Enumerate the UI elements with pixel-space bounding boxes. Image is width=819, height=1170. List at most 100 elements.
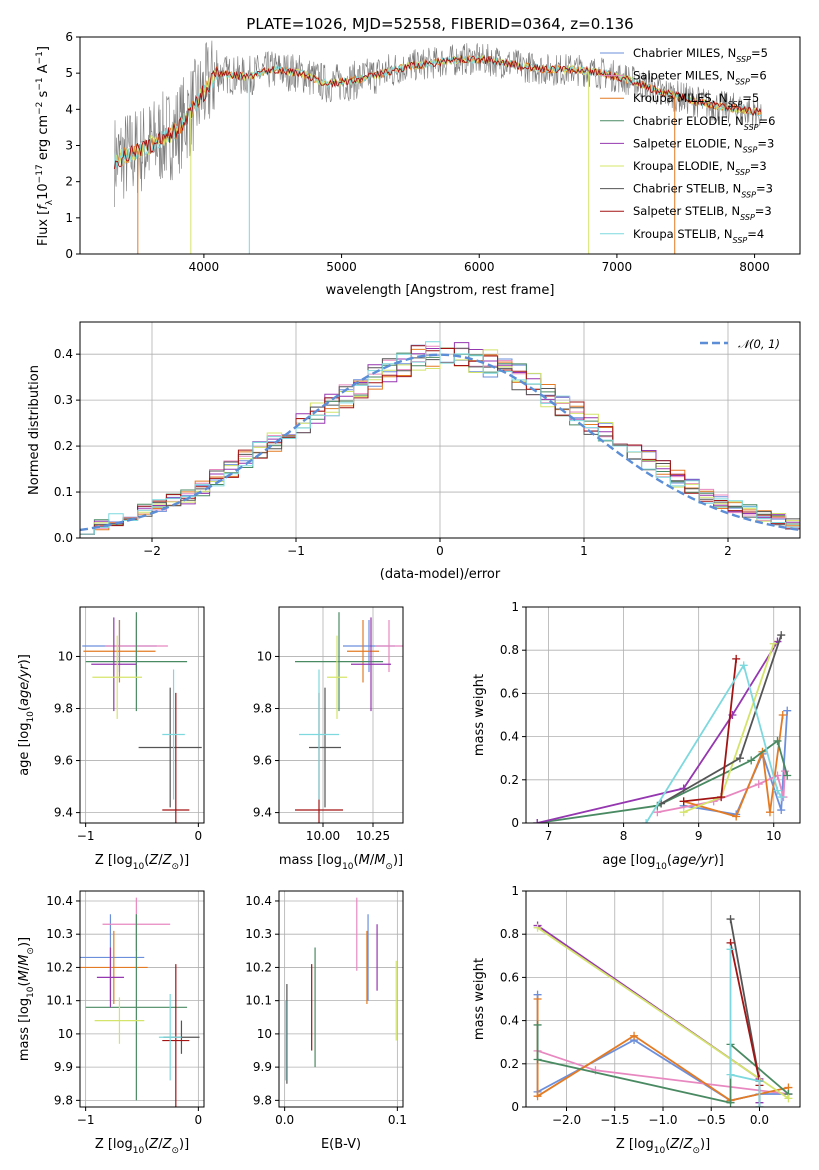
- y-axis-label: mass weight: [472, 958, 487, 1040]
- legend-label-chabrier_stelib: Chabrier STELIB, NSSP=3: [633, 182, 773, 200]
- y-tick-label: 1: [65, 211, 73, 225]
- mass-weight-marker-chabrier_elodie: [533, 1020, 542, 1029]
- age-vs-metallicity-panel: −1 0 9.4 9.6 9.8 10 Z [log10(Z/Z⊙)] age [log10(…: [17, 606, 205, 872]
- mass-weight-marker-kroupa_stelib: [773, 786, 782, 795]
- plot-area: [526, 891, 800, 1107]
- x-tick-label: 6000: [464, 260, 495, 274]
- axes-frame: [79, 890, 205, 1108]
- mass-weight-line-kroupa_stelib: [729, 949, 761, 1107]
- legend-label-salpeter_miles: Salpeter MILES, NSSP=6: [633, 69, 767, 87]
- x-axis-label: wavelength [Angstrom, rest frame]: [326, 283, 555, 298]
- y-tick-label: 9.4: [54, 806, 73, 820]
- mass-weight-marker-chabrier_elodie: [726, 1098, 735, 1107]
- mass-vs-ebv-panel: 0.0 0.1 9.8 9.9 10 10.1 10.2 10.3 10.4 E(B-V): [245, 890, 407, 1152]
- mass-weight-marker-kroupa_stelib: [755, 1077, 764, 1086]
- x-tick-label: −2: [143, 544, 161, 558]
- x-axis-label: Z [log10(Z/Z⊙)]: [616, 1137, 710, 1156]
- plot-area: [279, 607, 403, 823]
- plot-area: [526, 607, 800, 823]
- y-tick-label: 9.4: [253, 806, 272, 820]
- mass-vs-metallicity-panel: −1 0 9.8 9.9 10 10.1 10.2 10.3 10.4 Z [log10(Z/Z⊙…: [17, 890, 205, 1156]
- y-tick-label: 9.8: [253, 701, 272, 715]
- legend-label-chabrier_miles: Chabrier MILES, NSSP=5: [633, 46, 768, 64]
- spectrum-panel: 4000 5000 6000 7000 8000 0 1 2 3 4 5 6 Chabrier MILE…: [35, 30, 801, 298]
- mass-weight-marker-chabrier_elodie: [747, 756, 756, 765]
- mass-weight-marker-chabrier_stelib: [726, 915, 735, 924]
- x-tick-label: 10.00: [306, 829, 340, 843]
- legend-label-salpeter_stelib: Salpeter STELIB, NSSP=3: [633, 204, 772, 222]
- x-axis-label: Z [log10(Z/Z⊙)]: [95, 1137, 189, 1156]
- x-tick-label: 5000: [326, 260, 357, 274]
- legend-label-kroupa_stelib: Kroupa STELIB, NSSP=4: [633, 227, 764, 245]
- normal-curve: [80, 353, 800, 532]
- x-tick-label: 0.1: [388, 1113, 407, 1127]
- residual-histogram-panel: −2 −1 0 1 2 0.0 0.1 0.2 0.3 0.4 𝒩(0, 1) (data-model…: [27, 321, 801, 582]
- histogram-kroupa_stelib: [80, 341, 800, 535]
- mass-weight-line-kroupa_stelib: [645, 663, 782, 823]
- mass-weight-marker-kroupa_miles: [732, 812, 741, 821]
- mass-weight-marker-kroupa_stelib: [739, 661, 748, 670]
- y-tick-label: 0.6: [500, 686, 519, 700]
- mass-weight-marker-kroupa_elodie: [533, 923, 542, 932]
- axes: −1 0 9.8 9.9 10 10.1 10.2 10.3 10.4: [46, 894, 202, 1127]
- y-tick-label: 9.6: [253, 754, 272, 768]
- plot-area: [80, 322, 800, 538]
- x-tick-label: −1.0: [648, 1113, 677, 1127]
- y-tick-label: 3: [65, 139, 73, 153]
- plot-area: [279, 891, 403, 1107]
- age-vs-mass-panel: 10.00 10.25 9.4 9.6 9.8 10 mass [log10(M/M⊙)]: [253, 606, 404, 872]
- x-axis-label: (data-model)/error: [380, 567, 501, 582]
- y-tick-label: 0: [511, 816, 519, 830]
- mass-weight-marker-kroupa_miles: [778, 711, 787, 719]
- y-axis-label: age [log10(age/yr)]: [17, 654, 36, 776]
- y-tick-label: 0.1: [54, 485, 73, 499]
- y-tick-label: 9.8: [54, 1093, 73, 1107]
- y-tick-label: 1: [511, 884, 519, 898]
- y-tick-label: 10.1: [245, 994, 272, 1008]
- axes-frame: [278, 606, 404, 824]
- mass-weight-marker-salpeter_miles: [754, 780, 763, 789]
- legend-label-kroupa_miles: Kroupa MILES, NSSP=5: [633, 91, 759, 109]
- mass-weight-marker-kroupa_stelib: [726, 1070, 735, 1079]
- mass-weight-vs-age-panel: 7 8 9 10 0 0.2 0.4 0.6 0.8 1 age [log10(age/yr)] ma…: [472, 600, 801, 872]
- x-tick-label: 0.0: [275, 1113, 294, 1127]
- y-tick-label: 2: [65, 175, 73, 189]
- y-tick-label: 10.3: [46, 927, 73, 941]
- x-tick-label: 8000: [739, 260, 770, 274]
- y-tick-label: 10.4: [46, 894, 73, 908]
- normal-legend-label: 𝒩(0, 1): [738, 337, 780, 351]
- x-tick-label: −1: [287, 544, 305, 558]
- mass-weight-marker-salpeter_stelib: [679, 797, 688, 806]
- mass-weight-marker-salpeter_elodie: [533, 819, 542, 823]
- axes-frame: [278, 890, 404, 1108]
- x-tick-label: 4000: [189, 260, 220, 274]
- mass-weight-marker-kroupa_miles: [630, 1031, 639, 1040]
- y-tick-label: 1: [511, 600, 519, 614]
- axes: 7 8 9 10 0 0.2 0.4 0.6 0.8 1: [500, 600, 781, 843]
- y-tick-label: 6: [65, 30, 73, 44]
- x-tick-label: 7000: [602, 260, 633, 274]
- mass-weight-marker-chabrier_miles: [783, 706, 792, 715]
- y-tick-label: 10: [257, 1027, 272, 1041]
- y-tick-label: 5: [65, 66, 73, 80]
- y-tick-label: 10.2: [245, 960, 272, 974]
- x-tick-label: 0: [436, 544, 444, 558]
- mass-weight-marker-salpeter_stelib: [732, 654, 741, 663]
- y-tick-label: 0.4: [54, 347, 73, 361]
- axes-frame: [79, 36, 801, 255]
- y-tick-label: 4: [65, 102, 73, 116]
- x-axis-label: E(B-V): [321, 1137, 361, 1152]
- x-tick-label: −0.5: [697, 1113, 726, 1127]
- x-tick-label: 0: [195, 1113, 203, 1127]
- axes: 4000 5000 6000 7000 8000 0 1 2 3 4 5 6: [65, 30, 769, 274]
- x-axis-label: mass [log10(M/M⊙)]: [279, 853, 403, 872]
- mass-weight-marker-chabrier_stelib: [777, 631, 786, 640]
- y-tick-label: 0: [65, 247, 73, 261]
- mass-weight-marker-kroupa_stelib: [726, 945, 735, 954]
- y-tick-label: 0: [511, 1100, 519, 1114]
- axes-frame: [79, 321, 801, 539]
- y-tick-label: 0.2: [500, 773, 519, 787]
- x-tick-label: 1: [580, 544, 588, 558]
- axes-frame: [79, 606, 205, 824]
